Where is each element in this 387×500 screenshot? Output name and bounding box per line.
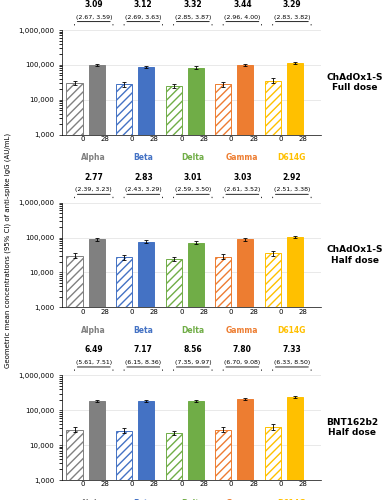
Text: 8.56: 8.56 (183, 346, 202, 354)
Bar (237, 240, 253, 500)
Text: D614G: D614G (278, 326, 306, 335)
Bar (215, 430, 231, 500)
Text: Gamma: Gamma (226, 499, 259, 500)
Text: Beta: Beta (134, 154, 153, 162)
Bar (116, 430, 132, 500)
Text: BNT162b2
Half dose: BNT162b2 Half dose (326, 418, 378, 438)
Text: D614G: D614G (278, 154, 306, 162)
Text: D614G: D614G (278, 499, 306, 500)
Bar (89, 240, 105, 500)
Text: 3.12: 3.12 (134, 0, 152, 9)
Text: 7.17: 7.17 (134, 346, 153, 354)
Bar (138, 402, 154, 500)
Text: (2.39, 3.23): (2.39, 3.23) (75, 187, 112, 192)
Text: Beta: Beta (134, 326, 153, 335)
Bar (166, 259, 182, 500)
Text: (5.61, 7.51): (5.61, 7.51) (76, 360, 112, 365)
Bar (166, 433, 182, 500)
Bar (237, 65, 253, 500)
Bar (188, 401, 204, 500)
Bar (138, 67, 154, 500)
Text: Delta: Delta (181, 499, 204, 500)
Text: 2.92: 2.92 (283, 172, 301, 182)
Text: Geometric mean concentrations (95% CI) of anti-spike IgG (AU/mL): Geometric mean concentrations (95% CI) o… (5, 132, 11, 368)
Bar (89, 401, 105, 500)
Text: (2.67, 3.59): (2.67, 3.59) (75, 14, 112, 20)
Text: 3.29: 3.29 (283, 0, 301, 9)
Text: 7.33: 7.33 (283, 346, 301, 354)
Bar (116, 84, 132, 500)
Text: 7.80: 7.80 (233, 346, 252, 354)
Bar (188, 68, 204, 500)
Text: (7.35, 9.97): (7.35, 9.97) (175, 360, 211, 365)
Text: Alpha: Alpha (81, 326, 106, 335)
Bar (188, 242, 204, 500)
Text: (2.85, 3.87): (2.85, 3.87) (175, 14, 211, 20)
Text: 3.03: 3.03 (233, 172, 252, 182)
Text: Beta: Beta (134, 499, 153, 500)
Bar (67, 256, 83, 500)
Bar (287, 237, 303, 500)
Bar (215, 84, 231, 500)
Text: 3.09: 3.09 (84, 0, 103, 9)
Text: Delta: Delta (181, 154, 204, 162)
Text: (2.96, 4.00): (2.96, 4.00) (224, 14, 260, 20)
Text: (2.61, 3.52): (2.61, 3.52) (224, 187, 260, 192)
Bar (287, 63, 303, 500)
Text: Alpha: Alpha (81, 154, 106, 162)
Text: (2.83, 3.82): (2.83, 3.82) (274, 14, 310, 20)
Text: (2.69, 3.63): (2.69, 3.63) (125, 14, 161, 20)
Bar (265, 254, 281, 500)
Text: ChAdOx1-S
Half dose: ChAdOx1-S Half dose (326, 246, 383, 264)
Text: (2.43, 3.29): (2.43, 3.29) (125, 187, 162, 192)
Text: (2.51, 3.38): (2.51, 3.38) (274, 187, 310, 192)
Bar (215, 257, 231, 500)
Bar (89, 65, 105, 500)
Text: 3.01: 3.01 (183, 172, 202, 182)
Bar (237, 398, 253, 500)
Text: Alpha: Alpha (81, 499, 106, 500)
Text: (6.15, 8.36): (6.15, 8.36) (125, 360, 161, 365)
Text: 2.77: 2.77 (84, 172, 103, 182)
Text: (2.59, 3.50): (2.59, 3.50) (175, 187, 211, 192)
Text: (6.33, 8.50): (6.33, 8.50) (274, 360, 310, 365)
Text: 2.83: 2.83 (134, 172, 152, 182)
Bar (116, 258, 132, 500)
Bar (166, 86, 182, 500)
Text: Delta: Delta (181, 326, 204, 335)
Text: ChAdOx1-S
Full dose: ChAdOx1-S Full dose (326, 72, 383, 92)
Bar (265, 81, 281, 500)
Bar (67, 83, 83, 500)
Text: 6.49: 6.49 (84, 346, 103, 354)
Bar (265, 427, 281, 500)
Text: (6.70, 9.08): (6.70, 9.08) (224, 360, 260, 365)
Text: Gamma: Gamma (226, 154, 259, 162)
Bar (287, 396, 303, 500)
Bar (138, 242, 154, 500)
Text: 3.44: 3.44 (233, 0, 252, 9)
Bar (67, 430, 83, 500)
Text: Gamma: Gamma (226, 326, 259, 335)
Text: 3.32: 3.32 (183, 0, 202, 9)
